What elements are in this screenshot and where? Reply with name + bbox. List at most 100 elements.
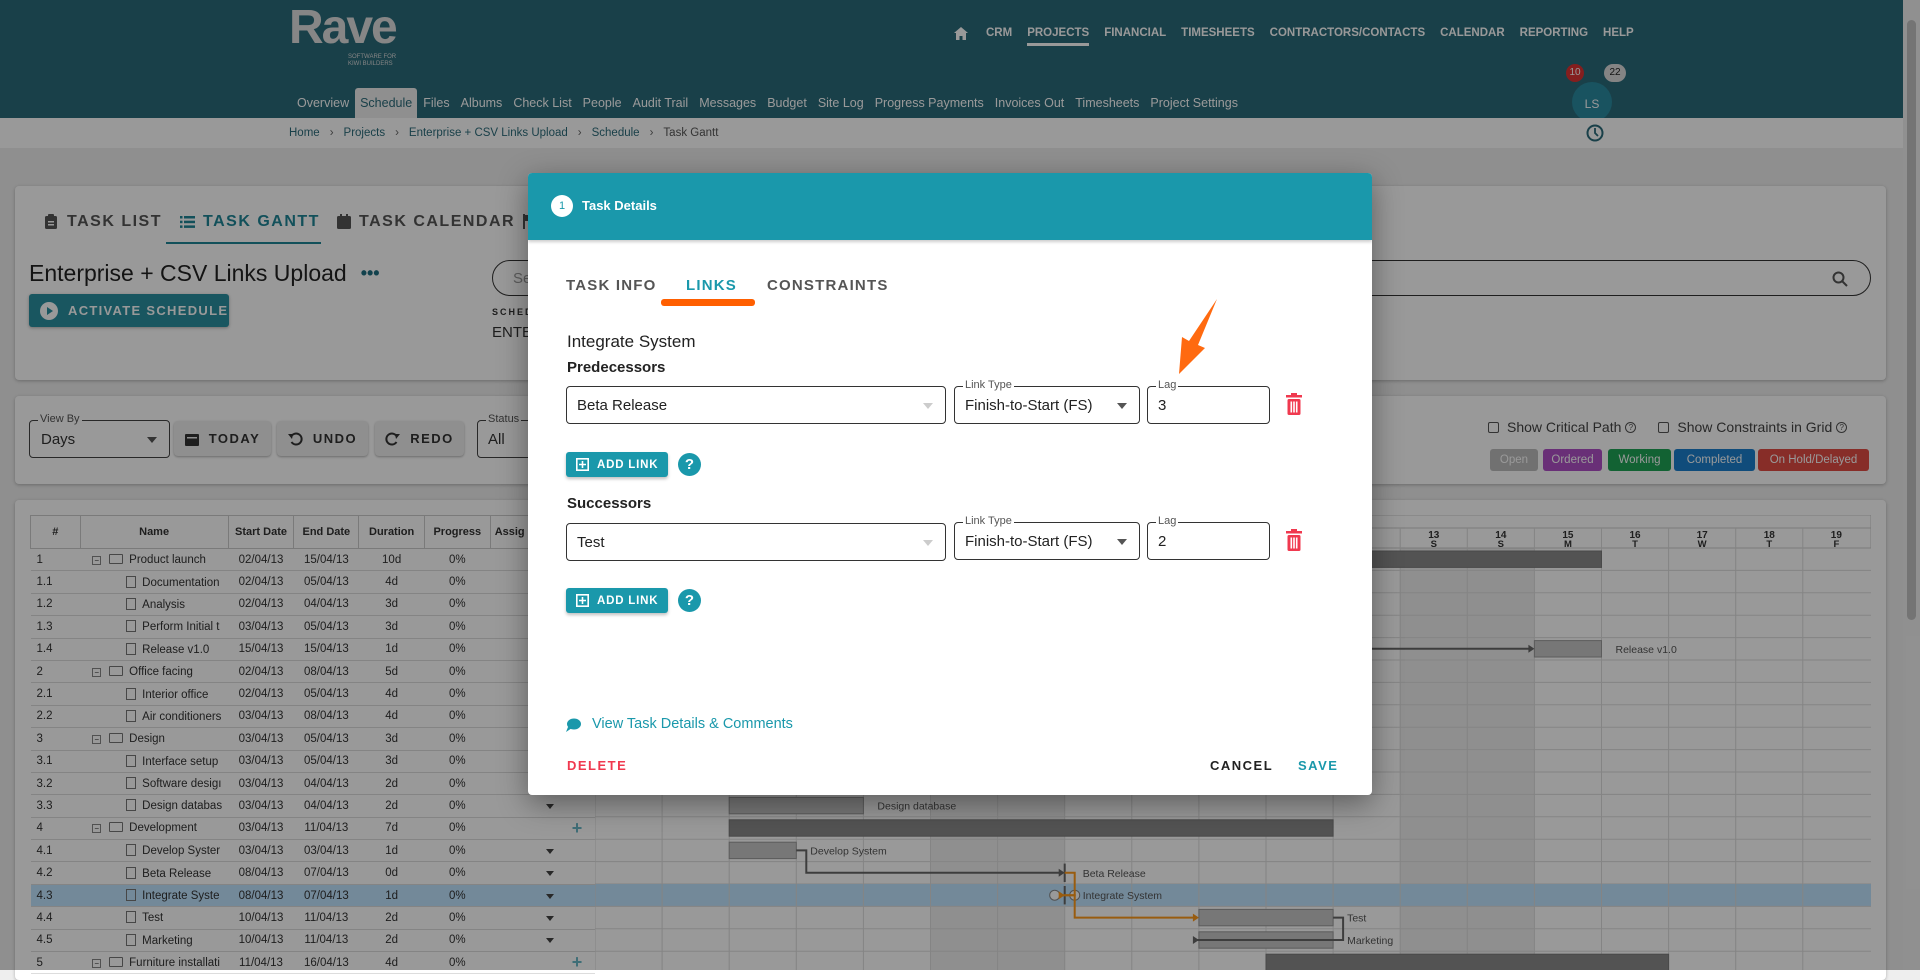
assignee-cell[interactable] xyxy=(490,884,560,908)
table-row[interactable]: 4.5 Marketing 10/04/13 11/04/13 2d 0% xyxy=(30,929,595,953)
collapse-icon[interactable]: − xyxy=(92,734,102,744)
subnav-budget[interactable]: Budget xyxy=(767,96,807,110)
logo[interactable]: Rave xyxy=(289,1,398,54)
task-name-cell[interactable]: Test xyxy=(80,906,229,930)
add-cell[interactable] xyxy=(559,884,595,908)
nav-contractors-contacts[interactable]: CONTRACTORS/CONTACTS xyxy=(1269,27,1426,39)
task-name-cell[interactable]: Integrate Syste xyxy=(80,884,229,908)
critical-path-checkbox[interactable] xyxy=(1488,421,1499,433)
more-options-button[interactable]: ••• xyxy=(360,263,380,283)
subnav-files[interactable]: Files xyxy=(423,96,450,110)
chevron-down-icon[interactable] xyxy=(545,848,554,854)
task-name-cell[interactable]: Marketing xyxy=(80,929,229,953)
task-bar[interactable] xyxy=(728,841,797,860)
task-name-cell[interactable]: Beta Release xyxy=(80,861,229,885)
table-row[interactable]: 3.1 Interface setup 03/04/13 05/04/13 3d 0% xyxy=(30,750,595,773)
assignee-cell[interactable] xyxy=(490,929,560,953)
delete-button[interactable]: DELETE xyxy=(567,758,628,773)
column-header[interactable]: # xyxy=(30,515,81,549)
scrollbar[interactable] xyxy=(1903,0,1920,970)
task-name-cell[interactable]: Release v1.0 xyxy=(80,638,229,661)
activate-schedule-button[interactable]: ACTIVATE SCHEDULE xyxy=(29,294,229,327)
task-name-cell[interactable]: − Development xyxy=(80,817,229,841)
chevron-down-icon[interactable] xyxy=(545,803,554,809)
subnav-site-log[interactable]: Site Log xyxy=(817,96,864,110)
collapse-icon[interactable]: − xyxy=(92,824,102,834)
assignee-cell[interactable] xyxy=(490,906,560,930)
nav-reporting[interactable]: REPORTING xyxy=(1519,27,1589,39)
view-task-details-link[interactable]: View Task Details & Comments xyxy=(592,716,793,732)
task-name-cell[interactable]: Interior office xyxy=(80,682,229,706)
cancel-button[interactable]: CANCEL xyxy=(1210,758,1274,773)
task-name-cell[interactable]: Perform Initial t xyxy=(80,615,229,639)
tab-task-calendar[interactable]: TASK CALENDAR xyxy=(359,213,516,230)
today-button[interactable]: TODAY xyxy=(174,421,271,456)
assignee-cell[interactable] xyxy=(490,794,560,818)
clock-icon[interactable] xyxy=(1586,124,1604,142)
subnav-check-list[interactable]: Check List xyxy=(513,96,572,110)
tab-task-gantt[interactable]: TASK GANTT xyxy=(203,213,320,230)
predecessor-link-type-select[interactable]: Link Type Finish-to-Start (FS) xyxy=(954,379,1140,424)
subnav-albums[interactable]: Albums xyxy=(460,96,503,110)
collapse-icon[interactable]: − xyxy=(92,958,102,968)
table-row[interactable]: 4.3 Integrate Syste 08/04/13 07/04/13 1d 0% xyxy=(30,884,595,908)
chevron-down-icon[interactable] xyxy=(545,893,554,899)
help-icon[interactable]: ? xyxy=(1836,421,1848,433)
assignee-cell[interactable] xyxy=(490,839,560,863)
predecessor-task-select[interactable]: Beta Release xyxy=(566,386,946,424)
subnav-invoices-out[interactable]: Invoices Out xyxy=(994,96,1065,110)
task-name-cell[interactable]: Interface setup xyxy=(80,750,229,773)
chevron-down-icon[interactable] xyxy=(545,915,554,921)
task-name-cell[interactable]: Design databas xyxy=(80,794,229,818)
search-icon[interactable] xyxy=(1832,271,1848,287)
table-row[interactable]: 1.2 Analysis 02/04/13 04/04/13 3d 0% xyxy=(30,593,595,617)
dependency-link[interactable] xyxy=(1064,894,1197,919)
successor-lag-input[interactable]: Lag 2 xyxy=(1147,515,1270,560)
nav-crm[interactable]: CRM xyxy=(986,27,1013,39)
chevron-down-icon[interactable] xyxy=(545,938,554,944)
table-row[interactable]: 2 − Office facing 02/04/13 08/04/13 5d 0% xyxy=(30,660,595,684)
avatar[interactable]: LS xyxy=(1572,82,1612,122)
add-cell[interactable] xyxy=(559,839,595,863)
message-badge[interactable]: 22 xyxy=(1604,64,1626,82)
save-button[interactable]: SAVE xyxy=(1298,758,1339,773)
breadcrumb-item[interactable]: Enterprise + CSV Links Upload xyxy=(408,127,568,139)
chevron-down-icon[interactable] xyxy=(545,871,554,877)
subnav-people[interactable]: People xyxy=(582,96,622,110)
subnav-schedule[interactable]: Schedule xyxy=(355,88,418,118)
help-icon[interactable]: ? xyxy=(678,589,701,612)
task-name-cell[interactable]: Software desigı xyxy=(80,772,229,796)
table-row[interactable]: 5− Furniture installati 11/04/13 16/04/13 4d… xyxy=(30,951,595,975)
add-cell[interactable] xyxy=(559,929,595,953)
table-row[interactable]: 1 − Product launch 02/04/13 15/04/13 10d 0% xyxy=(30,548,595,572)
add-successor-link-button[interactable]: ADD LINK xyxy=(566,588,669,613)
task-name-cell[interactable]: Air conditioners xyxy=(80,705,229,729)
undo-button[interactable]: UNDO xyxy=(277,421,368,456)
tab-constraints[interactable]: CONSTRAINTS xyxy=(767,277,889,294)
dependency-link[interactable] xyxy=(796,849,1063,874)
assignee-cell[interactable] xyxy=(490,861,560,885)
task-name-cell[interactable]: Develop Syster xyxy=(80,839,229,863)
column-header[interactable]: Duration xyxy=(358,515,425,549)
task-name-cell[interactable]: − Office facing xyxy=(80,660,229,684)
column-header[interactable]: Name xyxy=(79,515,229,549)
trash-icon[interactable] xyxy=(1286,529,1302,551)
subnav-overview[interactable]: Overview xyxy=(297,96,350,110)
summary-bar[interactable] xyxy=(728,819,1334,837)
trash-icon[interactable] xyxy=(1286,393,1302,415)
subnav-progress-payments[interactable]: Progress Payments xyxy=(874,96,984,110)
collapse-icon[interactable]: − xyxy=(92,667,102,677)
task-name-cell[interactable]: Documentation xyxy=(80,570,229,594)
task-name-cell[interactable]: − Design xyxy=(80,727,229,751)
table-row[interactable]: 4.2 Beta Release 08/04/13 07/04/13 0d 0% xyxy=(30,861,595,885)
dependency-link[interactable] xyxy=(1196,916,1345,941)
redo-button[interactable]: REDO xyxy=(375,421,464,456)
breadcrumb-item[interactable]: Home xyxy=(289,127,320,139)
nav-financial[interactable]: FINANCIAL xyxy=(1104,27,1167,39)
breadcrumb-item[interactable]: Schedule xyxy=(591,127,640,139)
column-header[interactable]: End Date xyxy=(293,515,360,549)
tab-links[interactable]: LINKS xyxy=(686,277,737,294)
add-cell[interactable]: + xyxy=(559,817,595,841)
subnav-audit-trail[interactable]: Audit Trail xyxy=(632,96,689,110)
table-row[interactable]: 3.3 Design databas 03/04/13 04/04/13 2d 0% xyxy=(30,794,595,818)
